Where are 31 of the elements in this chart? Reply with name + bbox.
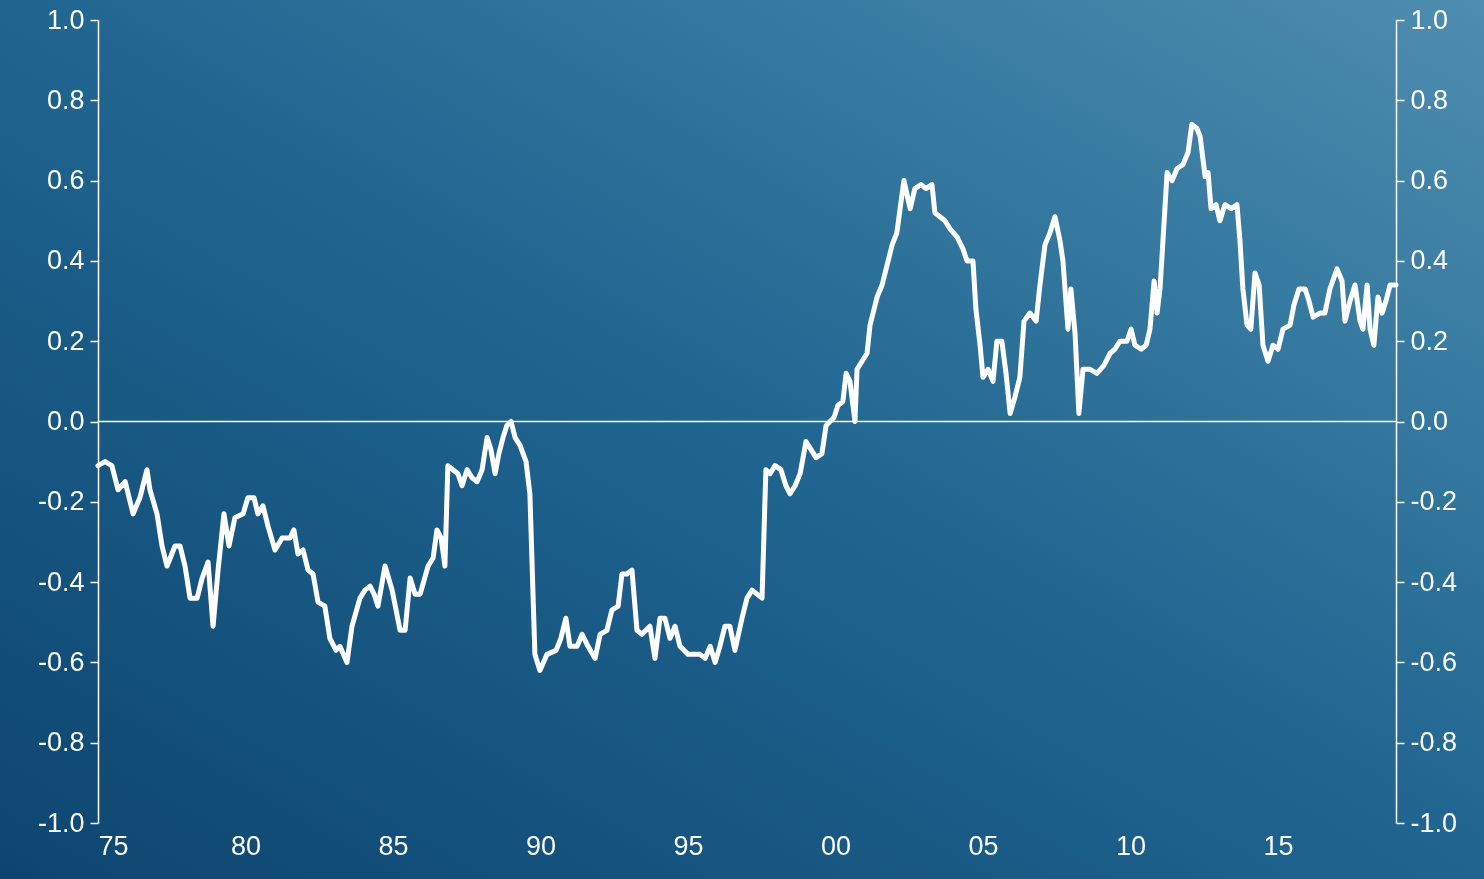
x-tick-label: 00 bbox=[820, 830, 852, 861]
y-tick-label: 0.8 bbox=[46, 84, 85, 115]
y-tick-label: -1.0 bbox=[37, 807, 85, 838]
y2-tick-label: 0.2 bbox=[1410, 325, 1449, 356]
y-tick-label: 0.6 bbox=[46, 165, 85, 196]
x-tick-label: 10 bbox=[1115, 830, 1147, 861]
y-tick-label: 0.2 bbox=[46, 325, 85, 356]
x-tick-label: 05 bbox=[968, 830, 999, 861]
y2-tick-label: 0.0 bbox=[1410, 406, 1449, 436]
x-tick-label: 15 bbox=[1263, 830, 1294, 861]
y-tick-label: 1.0 bbox=[46, 4, 85, 35]
y2-tick-label: 0.4 bbox=[1410, 245, 1449, 276]
y2-tick-label: 1.0 bbox=[1410, 4, 1449, 35]
y2-tick-label: -0.4 bbox=[1410, 566, 1458, 597]
y-tick-label: -0.4 bbox=[37, 566, 85, 597]
y2-tick-label: -0.2 bbox=[1410, 486, 1458, 517]
y-tick-label: 0.4 bbox=[46, 245, 85, 276]
x-tick-label: 80 bbox=[230, 830, 262, 861]
x-tick-label: 85 bbox=[378, 830, 409, 861]
x-tick-label: 75 bbox=[98, 830, 129, 861]
x-tick-label: 95 bbox=[673, 830, 704, 861]
y-tick-label: -0.6 bbox=[37, 646, 85, 677]
y-tick-label: -0.8 bbox=[37, 727, 85, 758]
x-tick-label: 90 bbox=[525, 830, 557, 861]
y-tick-label: -0.2 bbox=[37, 486, 85, 517]
y-tick-label: 0.0 bbox=[46, 406, 85, 436]
y2-tick-label: -0.8 bbox=[1410, 727, 1458, 758]
y2-tick-label: 0.6 bbox=[1410, 165, 1449, 196]
y2-tick-label: -1.0 bbox=[1410, 807, 1458, 838]
y2-tick-label: 0.8 bbox=[1410, 84, 1449, 115]
y2-tick-label: -0.6 bbox=[1410, 646, 1458, 677]
